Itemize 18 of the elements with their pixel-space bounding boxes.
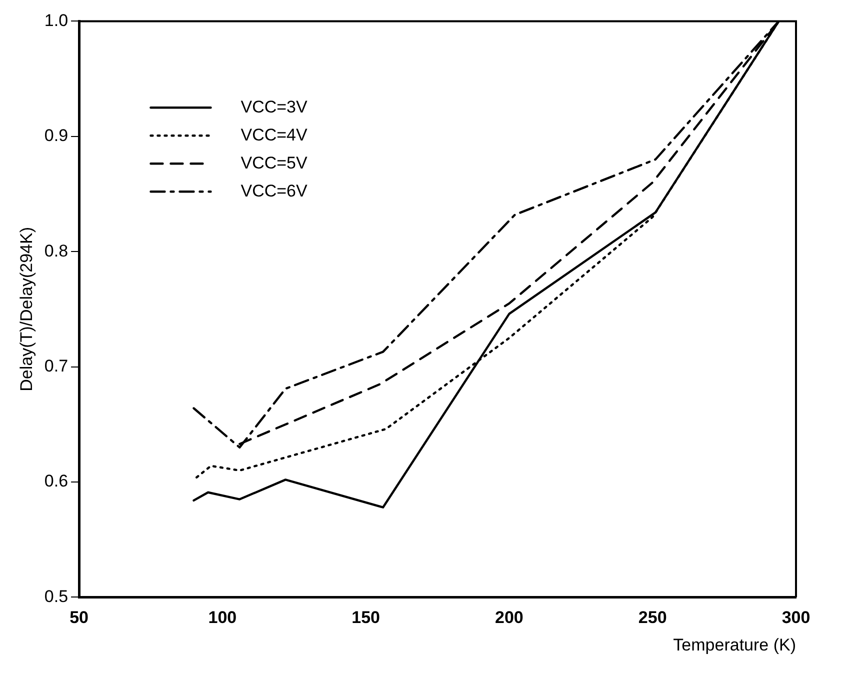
legend-label: VCC=4V — [240, 125, 308, 144]
y-tick-label: 0.8 — [44, 241, 68, 260]
x-tick-label: 150 — [352, 608, 380, 628]
x-tick-label: 50 — [70, 608, 88, 628]
y-tick-label: 0.7 — [44, 356, 68, 376]
y-tick-label: 0.5 — [44, 586, 68, 606]
y-tick-label: 0.9 — [44, 126, 68, 146]
y-tick-label: 0.6 — [44, 472, 68, 491]
legend-label: VCC=5V — [240, 153, 308, 172]
legend-label: VCC=6V — [240, 181, 308, 200]
y-axis-title: Delay(T)/Delay(294K) — [16, 227, 36, 392]
x-tick-label: 250 — [638, 608, 667, 628]
x-tick-label: 300 — [782, 608, 810, 628]
x-axis-title: Temperature (K) — [673, 635, 796, 654]
legend-label: VCC=3V — [240, 97, 308, 116]
x-tick-label: 100 — [208, 608, 237, 628]
x-tick-label: 200 — [495, 608, 524, 628]
y-tick-label: 1.0 — [44, 10, 68, 30]
